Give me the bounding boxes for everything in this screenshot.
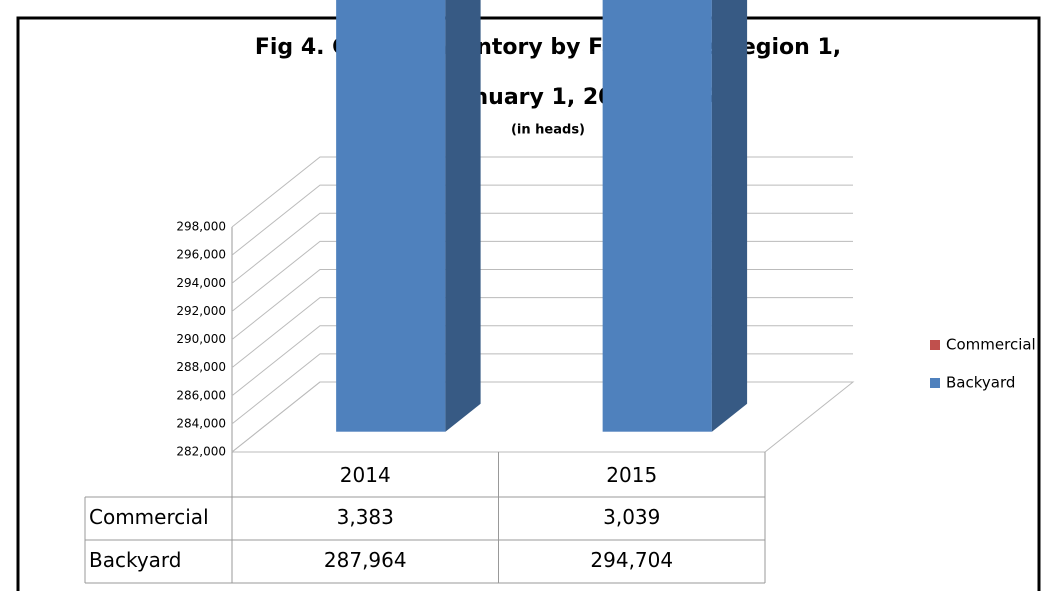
table-row-label: Backyard xyxy=(89,548,182,572)
table-cell: 3,039 xyxy=(603,505,660,529)
y-tick-label: 282,000 xyxy=(176,445,226,459)
table-row-label: Commercial xyxy=(89,505,209,529)
legend-label: Commercial xyxy=(946,336,1036,354)
chart-frame xyxy=(16,16,1041,591)
table-cell: 287,964 xyxy=(324,548,407,572)
legend-swatch xyxy=(930,378,940,388)
table-header: 2015 xyxy=(606,463,657,487)
bar-front xyxy=(336,0,446,432)
table-cell: 294,704 xyxy=(590,548,673,572)
chart-subtitle: (in heads) xyxy=(511,123,585,138)
y-tick-label: 296,000 xyxy=(176,248,226,262)
legend-label: Backyard xyxy=(946,374,1015,392)
y-tick-label: 288,000 xyxy=(176,360,226,374)
bar-front xyxy=(602,0,712,432)
table-header: 2014 xyxy=(340,463,391,487)
y-tick-label: 286,000 xyxy=(176,388,226,402)
bar-side xyxy=(445,0,481,432)
y-tick-label: 292,000 xyxy=(176,304,226,318)
y-tick-label: 298,000 xyxy=(176,220,226,234)
bar-side xyxy=(711,0,748,432)
y-tick-label: 290,000 xyxy=(176,332,226,346)
y-tick-label: 294,000 xyxy=(176,276,226,290)
legend-swatch xyxy=(930,340,940,350)
table-cell: 3,383 xyxy=(337,505,394,529)
y-tick-label: 284,000 xyxy=(176,416,226,430)
